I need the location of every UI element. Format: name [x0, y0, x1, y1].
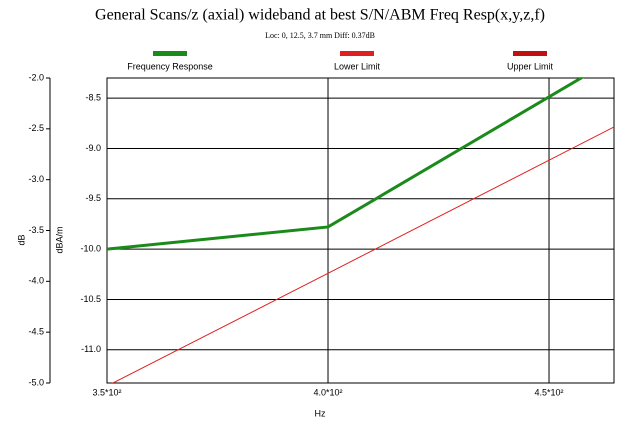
chart-title: General Scans/z (axial) wideband at best… [95, 7, 545, 24]
x-tick-label: 4.0*10² [313, 387, 342, 397]
y2-tick-label: -8.5 [85, 93, 101, 103]
legend-swatch [153, 51, 187, 56]
legend-swatch [340, 51, 374, 56]
series-line [111, 126, 614, 383]
y-tick-label: -3.5 [28, 225, 44, 235]
plot-lines [107, 78, 614, 383]
y2-tick-label: -9.0 [85, 143, 101, 153]
y-tick-label: -4.5 [28, 327, 44, 337]
legend-label: Lower Limit [334, 61, 381, 71]
chart-subtitle: Loc: 0, 12.5, 3.7 mm Diff: 0.37dB [265, 31, 375, 40]
y-tick-label: -2.0 [28, 72, 44, 82]
x-axis-label: Hz [315, 408, 326, 418]
y2-tick-label: -10.5 [80, 294, 101, 304]
y-axis-label: dB [16, 234, 26, 245]
y2-tick-label: -10.0 [80, 243, 101, 253]
legend-swatch [513, 51, 547, 56]
x-tick-label: 4.5*10² [535, 387, 564, 397]
y2-tick-label: -11.0 [81, 344, 101, 354]
x-tick-label: 3.5*10² [92, 387, 121, 397]
y2-axis-label: dBA/m [54, 226, 64, 253]
series-line [107, 78, 585, 251]
plot-area [106, 77, 615, 384]
y2-tick-label: -9.5 [85, 193, 101, 203]
legend-label: Upper Limit [507, 61, 554, 71]
y-tick-label: -2.5 [28, 123, 44, 133]
y-tick-label: -5.0 [28, 377, 44, 387]
legend-label: Frequency Response [127, 61, 213, 71]
y-tick-label: -4.0 [28, 276, 44, 286]
y-tick-label: -3.0 [28, 174, 44, 184]
